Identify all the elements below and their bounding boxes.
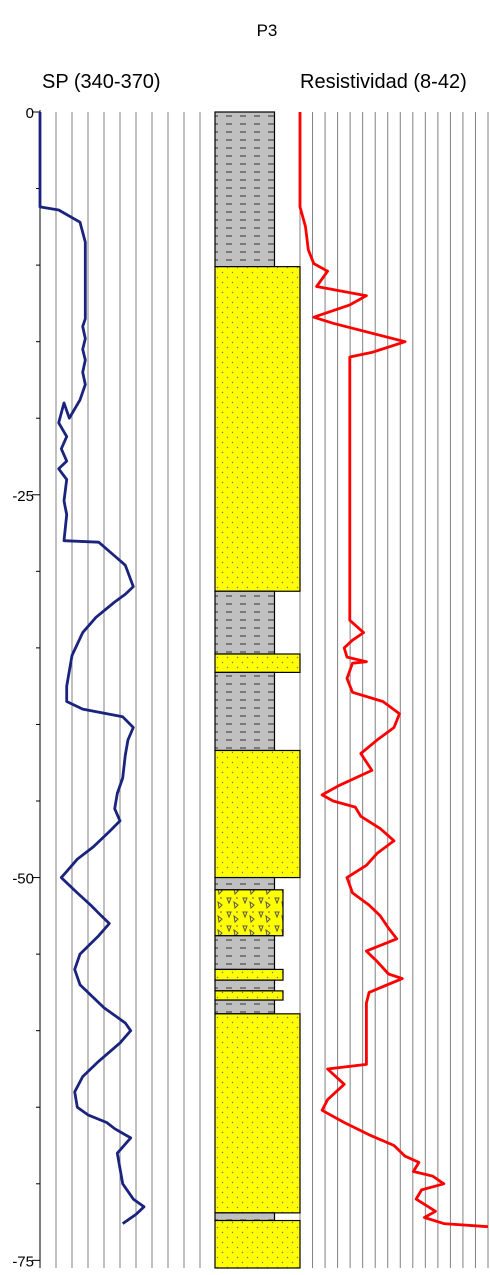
lithology-sand-bed — [214, 653, 301, 673]
lithology-column — [214, 111, 301, 1269]
lithology-sand-bed — [214, 990, 284, 1001]
lithology-shale-bed — [214, 590, 276, 655]
sp-track-label: SP (340-370) — [42, 71, 161, 93]
lithology-sand-bed — [214, 749, 301, 879]
lithology-shale-bed — [214, 1212, 276, 1222]
log-curves — [38, 112, 489, 1229]
lithology-shale-bed — [214, 979, 276, 992]
lithology-shale-bed — [214, 111, 276, 268]
resistivity-track-label: Resistividad (8-42) — [300, 71, 467, 93]
lithology-shale-bed — [214, 671, 276, 752]
lithology-shale-bed — [214, 935, 276, 971]
lithology-sand-bed — [214, 1219, 301, 1269]
lithology-sand-bed — [214, 1013, 301, 1214]
lithology-shale-bed — [214, 876, 276, 891]
depth-tick-label: -25 — [12, 488, 34, 505]
depth-tick-label: 0 — [26, 105, 34, 122]
resistivity-curve — [298, 112, 489, 1229]
sp-curve — [38, 112, 146, 1225]
depth-tick-label: -50 — [12, 871, 34, 888]
depth-tick-label: -75 — [12, 1253, 34, 1270]
lithology-sand-bed — [214, 968, 284, 981]
lithology-conglomerate-bed — [214, 889, 284, 937]
sp-track-grid — [39, 112, 201, 1268]
lithology-shale-bed — [214, 999, 276, 1015]
lithology-sand-bed — [214, 266, 301, 592]
resistivity-track-grid — [299, 112, 489, 1268]
depth-axis: 0 -25 -50 -75 — [12, 105, 41, 1270]
chart-title: P3 — [257, 21, 278, 40]
